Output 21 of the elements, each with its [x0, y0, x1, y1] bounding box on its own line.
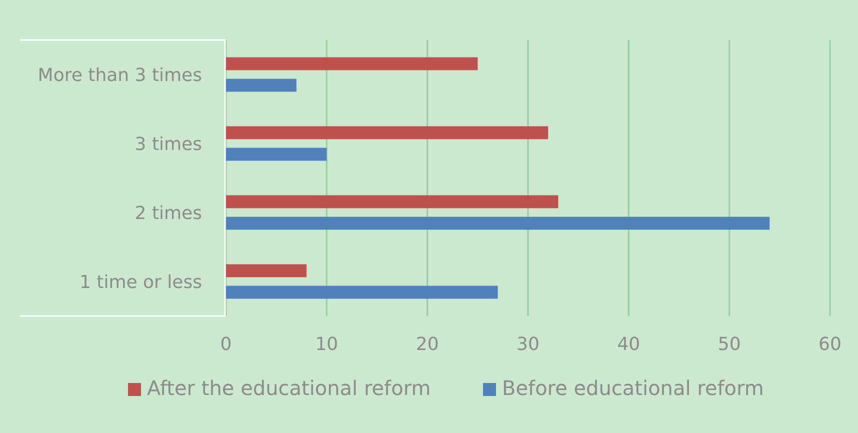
bar [226, 216, 770, 230]
legend-label: Before educational reform [502, 376, 764, 400]
bar [226, 264, 307, 278]
bar [226, 148, 327, 161]
x-tick-label: 0 [220, 334, 232, 355]
x-tick-label: 20 [416, 334, 439, 355]
x-tick-label: 40 [617, 334, 640, 355]
y-tick-label: 3 times [134, 134, 202, 155]
legend-label: After the educational reform [147, 376, 431, 400]
y-tick-label: 1 time or less [79, 272, 202, 293]
y-tick-label: 2 times [134, 202, 202, 224]
bar [226, 78, 296, 92]
bar [226, 195, 558, 208]
x-tick-label: 30 [516, 334, 540, 355]
x-tick-label: 60 [818, 334, 842, 355]
x-tick-label: 10 [315, 334, 338, 355]
bar [226, 286, 498, 299]
bar [226, 57, 478, 70]
y-tick-label: More than 3 times [38, 64, 202, 86]
bar [226, 126, 548, 140]
x-tick-label: 50 [718, 334, 741, 355]
